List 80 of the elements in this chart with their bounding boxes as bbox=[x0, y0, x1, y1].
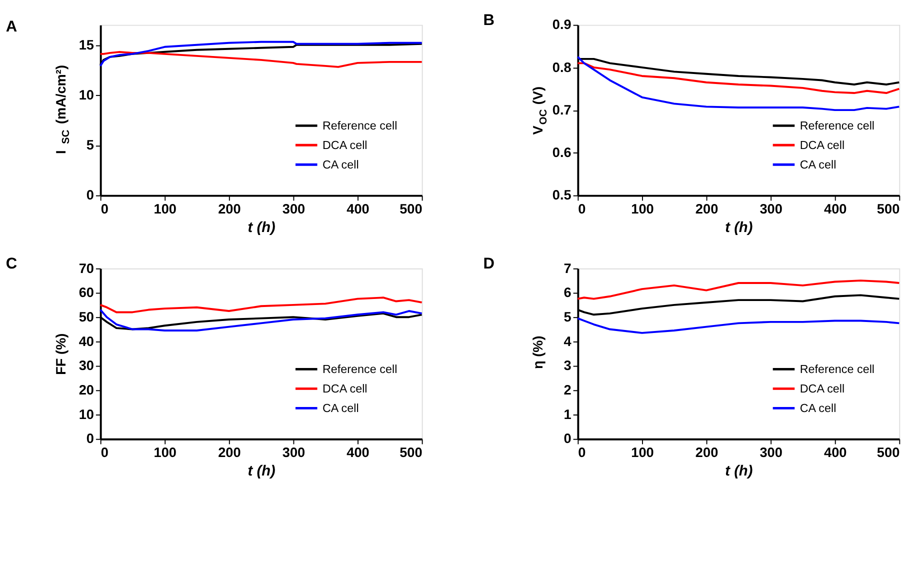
legend-label: CA cell bbox=[800, 402, 836, 416]
y-tick-label: 0.7 bbox=[552, 102, 572, 118]
y-axis-title: FF (%) bbox=[53, 333, 68, 375]
y-tick-label: 0.9 bbox=[552, 17, 572, 32]
legend-label: CA cell bbox=[800, 158, 836, 172]
y-tick-label: 15 bbox=[78, 37, 94, 52]
x-tick-label: 500 bbox=[876, 444, 900, 460]
legend-label: DCA cell bbox=[322, 382, 368, 396]
x-tick-label: 0 bbox=[578, 444, 586, 460]
x-tick-label: 300 bbox=[282, 444, 306, 460]
x-tick-label: 500 bbox=[400, 201, 423, 216]
y-tick-label: 60 bbox=[78, 285, 94, 300]
x-tick-label: 300 bbox=[760, 201, 783, 216]
x-tick-label: 500 bbox=[400, 444, 423, 460]
y-tick-label: 4 bbox=[564, 334, 572, 349]
legend-label: Reference cell bbox=[322, 120, 398, 133]
x-tick-label: 200 bbox=[695, 444, 719, 460]
y-tick-label: 0 bbox=[86, 188, 94, 203]
y-tick-label: 10 bbox=[78, 87, 94, 102]
y-tick-label: 70 bbox=[78, 260, 94, 276]
x-axis-title: t (h) bbox=[725, 463, 753, 480]
chart-title: C bbox=[6, 255, 18, 272]
legend-label: Reference cell bbox=[322, 363, 398, 376]
y-tick-label: 5 bbox=[564, 309, 572, 324]
x-tick-label: 100 bbox=[631, 201, 654, 216]
y-axis-title: VOC (V) bbox=[530, 86, 550, 135]
x-axis-title: t (h) bbox=[248, 463, 276, 480]
x-tick-label: 500 bbox=[876, 201, 900, 216]
x-tick-label: 400 bbox=[824, 444, 848, 460]
y-axis-title: ISC (mA/cm²) bbox=[53, 65, 72, 154]
x-tick-label: 100 bbox=[631, 444, 654, 460]
y-tick-label: 5 bbox=[86, 138, 94, 153]
legend-label: CA cell bbox=[322, 402, 359, 416]
y-tick-label: 20 bbox=[78, 382, 94, 398]
y-tick-label: 0 bbox=[564, 431, 572, 446]
y-tick-label: 0 bbox=[86, 431, 94, 446]
y-tick-label: 0.5 bbox=[552, 188, 572, 203]
x-tick-label: 100 bbox=[154, 201, 177, 216]
y-tick-label: 6 bbox=[564, 285, 572, 300]
y-tick-label: 2 bbox=[564, 382, 572, 398]
x-tick-label: 0 bbox=[100, 444, 109, 460]
legend-label: DCA cell bbox=[800, 382, 845, 396]
x-tick-label: 0 bbox=[578, 201, 586, 216]
chart-title: D bbox=[483, 255, 494, 272]
line-series bbox=[99, 308, 423, 332]
x-axis-title: t (h) bbox=[248, 220, 276, 236]
y-tick-label: 0.8 bbox=[552, 60, 572, 75]
legend-label: DCA cell bbox=[800, 139, 845, 152]
y-axis-title: η (%) bbox=[530, 336, 546, 370]
line-series bbox=[99, 50, 423, 68]
line-series bbox=[576, 280, 900, 300]
line-series bbox=[576, 317, 900, 334]
y-tick-label: 7 bbox=[564, 260, 572, 276]
x-tick-label: 300 bbox=[282, 201, 306, 216]
legend-label: Reference cell bbox=[800, 363, 875, 376]
legend-label: Reference cell bbox=[800, 120, 875, 133]
x-tick-label: 400 bbox=[346, 201, 370, 216]
x-tick-label: 200 bbox=[218, 444, 242, 460]
y-tick-label: 3 bbox=[564, 358, 572, 374]
x-tick-label: 400 bbox=[824, 201, 848, 216]
line-series bbox=[576, 62, 900, 94]
y-tick-label: 0.6 bbox=[552, 145, 572, 160]
y-tick-label: 1 bbox=[564, 406, 572, 422]
chart-title: B bbox=[483, 12, 494, 29]
line-series bbox=[99, 296, 423, 314]
legend-label: CA cell bbox=[322, 158, 359, 172]
line-series bbox=[576, 56, 900, 112]
y-tick-label: 10 bbox=[78, 406, 94, 422]
y-tick-label: 40 bbox=[78, 334, 94, 349]
y-tick-label: 50 bbox=[78, 309, 94, 324]
x-tick-label: 0 bbox=[100, 201, 109, 216]
x-tick-label: 200 bbox=[695, 201, 719, 216]
x-tick-label: 400 bbox=[346, 444, 370, 460]
chart-title: A bbox=[6, 18, 18, 36]
x-tick-label: 300 bbox=[760, 444, 783, 460]
x-tick-label: 200 bbox=[218, 201, 242, 216]
x-tick-label: 100 bbox=[154, 444, 177, 460]
legend-label: DCA cell bbox=[322, 139, 368, 152]
x-axis-title: t (h) bbox=[725, 220, 753, 236]
y-tick-label: 30 bbox=[78, 358, 94, 374]
